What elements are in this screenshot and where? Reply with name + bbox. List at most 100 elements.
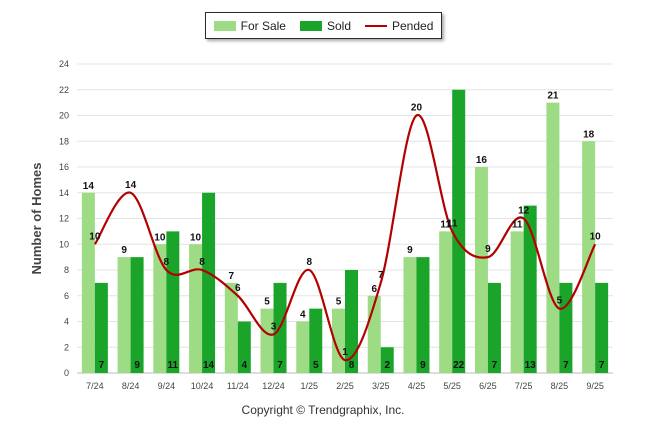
- x-tick-label: 11/24: [227, 381, 249, 391]
- x-tick-label: 9/25: [586, 381, 604, 391]
- bar-for-sale: [260, 308, 274, 373]
- legend-swatch-for-sale: [213, 20, 236, 31]
- line-pended: [93, 114, 597, 362]
- data-label-for-sale: 21: [547, 91, 559, 102]
- y-axis-title: Number of Homes: [29, 163, 44, 275]
- x-tick-label: 12/24: [262, 381, 285, 391]
- data-label-sold: 7: [277, 360, 283, 371]
- data-label-for-sale: 9: [407, 245, 413, 256]
- y-tick-label: 8: [64, 265, 69, 275]
- data-label-for-sale: 11: [512, 219, 523, 230]
- y-tick-label: 2: [64, 342, 69, 352]
- x-tick-label: 7/25: [515, 381, 533, 391]
- data-label-for-sale: 18: [583, 129, 595, 140]
- y-tick-label: 12: [59, 214, 69, 224]
- legend-swatch-sold: [299, 20, 322, 31]
- bar-sold: [416, 257, 430, 373]
- y-tick-label: 0: [64, 368, 69, 378]
- x-tick-label: 4/25: [408, 381, 426, 391]
- data-label-pended: 9: [485, 244, 491, 255]
- bar-sold: [202, 192, 216, 373]
- x-tick-label: 3/25: [372, 381, 390, 391]
- bar-sold: [237, 321, 251, 373]
- legend-swatch-pended: [365, 24, 387, 27]
- x-tick-label: 10/24: [191, 381, 214, 391]
- data-label-sold: 7: [492, 360, 498, 371]
- data-label-pended: 11: [447, 218, 458, 229]
- data-label-sold: 7: [563, 360, 569, 371]
- data-label-for-sale: 4: [300, 310, 306, 321]
- data-label-pended: 8: [164, 257, 170, 268]
- bar-for-sale: [546, 102, 560, 373]
- data-label-pended: 5: [557, 296, 563, 307]
- bar-sold: [380, 347, 394, 373]
- data-label-sold: 7: [99, 360, 105, 371]
- bar-sold: [130, 257, 144, 373]
- legend-item-sold[interactable]: Sold: [299, 18, 351, 33]
- bar-sold: [166, 231, 180, 373]
- legend-item-pended[interactable]: Pended: [365, 19, 433, 33]
- data-label-pended: 7: [378, 270, 384, 281]
- bar-sold: [452, 89, 466, 373]
- bar-for-sale: [153, 244, 167, 373]
- legend-label-pended: Pended: [392, 18, 434, 33]
- data-label-for-sale: 16: [476, 155, 488, 166]
- legend: For Sale Sold Pended: [205, 12, 442, 39]
- data-label-pended: 10: [89, 231, 101, 242]
- data-label-sold: 7: [599, 360, 605, 371]
- legend-label-sold: Sold: [326, 18, 351, 33]
- data-label-pended: 12: [518, 206, 530, 217]
- data-label-for-sale: 11: [440, 219, 451, 230]
- data-label-sold: 22: [453, 360, 465, 371]
- y-tick-label: 16: [59, 162, 69, 172]
- x-tick-label: 5/25: [443, 381, 461, 391]
- data-label-sold: 13: [525, 360, 537, 371]
- bar-for-sale: [81, 192, 95, 373]
- y-tick-label: 24: [59, 59, 69, 69]
- data-label-pended: 14: [125, 180, 137, 191]
- data-label-for-sale: 6: [371, 284, 377, 295]
- bar-sold: [94, 282, 108, 373]
- data-label-pended: 1: [342, 347, 348, 358]
- y-tick-label: 4: [64, 317, 69, 327]
- legend-label-for-sale: For Sale: [240, 18, 286, 33]
- bar-sold: [487, 282, 501, 373]
- data-label-sold: 9: [420, 360, 426, 371]
- data-label-for-sale: 14: [83, 181, 95, 192]
- y-tick-label: 10: [59, 239, 69, 249]
- data-label-pended: 3: [271, 321, 277, 332]
- data-label-sold: 11: [168, 360, 179, 371]
- bar-sold: [595, 282, 609, 373]
- data-label-sold: 5: [313, 360, 319, 371]
- data-label-pended: 6: [235, 283, 241, 294]
- bar-for-sale: [189, 244, 203, 373]
- y-tick-label: 20: [59, 111, 69, 121]
- y-tick-label: 22: [59, 85, 69, 95]
- data-label-for-sale: 10: [154, 232, 166, 243]
- bar-for-sale: [510, 231, 524, 373]
- data-label-pended: 8: [306, 257, 312, 268]
- bar-for-sale: [296, 321, 310, 373]
- data-label-sold: 8: [349, 360, 355, 371]
- y-tick-label: 14: [59, 188, 69, 198]
- x-tick-label: 2/25: [336, 381, 354, 391]
- bar-sold: [345, 270, 358, 373]
- y-tick-label: 6: [64, 291, 69, 301]
- data-label-sold: 4: [242, 360, 248, 371]
- bar-sold: [309, 308, 323, 373]
- legend-item-for-sale[interactable]: For Sale: [213, 18, 286, 33]
- bar-for-sale: [474, 167, 488, 373]
- data-label-for-sale: 10: [190, 232, 202, 243]
- bar-for-sale: [439, 231, 453, 373]
- x-tick-label: 8/24: [122, 381, 140, 391]
- copyright-text: Copyright © Trendgraphix, Inc.: [241, 403, 405, 417]
- data-label-for-sale: 5: [264, 297, 270, 308]
- data-label-sold: 14: [203, 360, 215, 371]
- data-label-pended: 20: [411, 103, 423, 114]
- data-label-for-sale: 7: [229, 271, 235, 282]
- data-label-for-sale: 5: [336, 297, 342, 308]
- y-tick-label: 18: [59, 136, 69, 146]
- x-tick-label: 8/25: [551, 381, 569, 391]
- data-label-sold: 2: [384, 360, 390, 371]
